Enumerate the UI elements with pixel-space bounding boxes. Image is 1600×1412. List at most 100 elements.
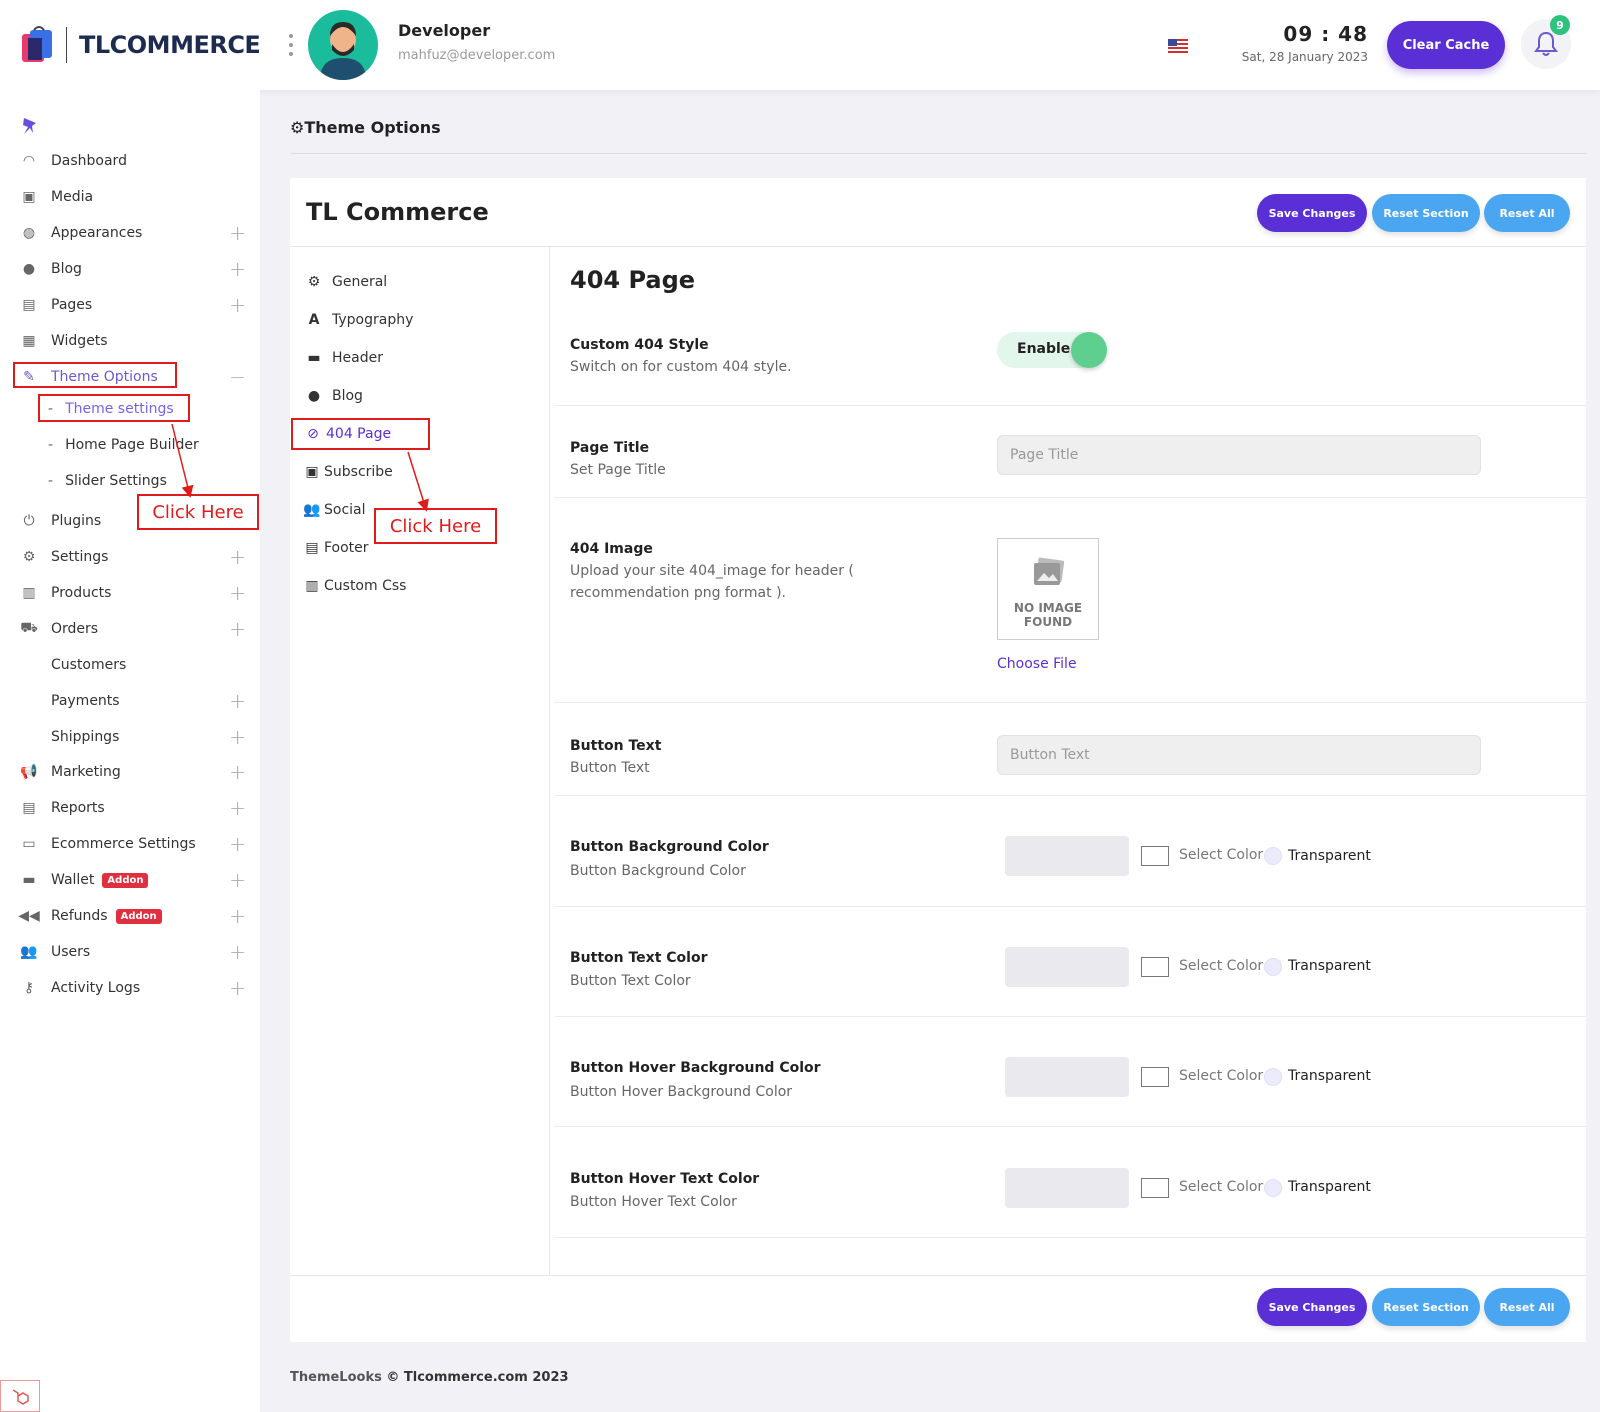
expand-icon[interactable]: + <box>229 545 246 569</box>
expand-icon[interactable]: + <box>229 257 246 281</box>
sidebar-item-customers[interactable]: Customers <box>51 657 127 673</box>
submenu-slider-settings[interactable]: - Slider Settings <box>48 473 167 489</box>
image-preview[interactable]: NO IMAGE FOUND <box>997 538 1099 640</box>
transparent-radio[interactable] <box>1264 847 1282 865</box>
expand-icon[interactable]: + <box>229 617 246 641</box>
reset-all-button-bottom[interactable]: Reset All <box>1484 1288 1570 1326</box>
expand-icon[interactable]: + <box>229 689 246 713</box>
color-swatch[interactable] <box>1005 836 1129 876</box>
color-swatch[interactable] <box>1005 947 1129 987</box>
sidebar-item-users[interactable]: 👥 Users + <box>20 940 246 964</box>
button-hover-text-color-label: Button Hover Text Color <box>570 1171 760 1187</box>
sidebar-item-ecommerce-settings[interactable]: ▭ Ecommerce Settings + <box>20 829 250 859</box>
expand-icon[interactable]: + <box>229 581 246 605</box>
collapse-icon[interactable]: − <box>229 365 246 389</box>
sidebar-item-reports[interactable]: ▤ Reports + <box>20 793 250 823</box>
reset-section-button-bottom[interactable]: Reset Section <box>1372 1288 1480 1326</box>
expand-icon[interactable]: + <box>229 976 246 1000</box>
save-changes-button-bottom[interactable]: Save Changes <box>1257 1288 1367 1326</box>
reset-all-button[interactable]: Reset All <box>1484 194 1570 232</box>
color-picker-box[interactable] <box>1141 957 1169 977</box>
toggle-knob <box>1071 332 1107 368</box>
reports-icon: ▤ <box>22 800 36 816</box>
laravel-logo-icon <box>0 1380 40 1412</box>
color-picker-box[interactable] <box>1141 846 1169 866</box>
transparent-radio[interactable] <box>1264 958 1282 976</box>
tab-typography[interactable]: A Typography <box>306 306 414 334</box>
expand-icon[interactable]: + <box>229 904 246 928</box>
color-swatch[interactable] <box>1005 1057 1129 1097</box>
expand-icon[interactable]: + <box>229 221 246 245</box>
expand-icon[interactable]: + <box>229 725 246 749</box>
tab-404-page[interactable]: ⊘ 404 Page <box>307 426 392 442</box>
sidebar-item-shippings[interactable]: Shippings + <box>51 725 246 749</box>
sidebar-item-orders[interactable]: ⛟ Orders + <box>20 617 246 641</box>
clear-cache-button[interactable]: Clear Cache <box>1387 21 1505 69</box>
transparent-label: Transparent <box>1288 1068 1371 1084</box>
expand-icon[interactable]: + <box>229 796 246 820</box>
tab-custom-css[interactable]: ▥ Custom Css <box>305 578 407 594</box>
button-bg-color-desc: Button Background Color <box>570 863 746 879</box>
tab-footer[interactable]: ▤ Footer <box>305 540 369 556</box>
enable-toggle[interactable]: Enable <box>997 332 1107 368</box>
expand-icon[interactable]: + <box>229 760 246 784</box>
button-text-input[interactable] <box>997 735 1481 775</box>
sidebar-item-widgets[interactable]: ▦ Widgets <box>20 326 250 356</box>
sidebar-item-products[interactable]: ▥ Products + <box>20 578 250 608</box>
toggle-label: Enable <box>1017 341 1071 357</box>
expand-icon[interactable]: + <box>229 832 246 856</box>
footer-brand[interactable]: ThemeLooks <box>290 1370 382 1385</box>
sidebar-item-media[interactable]: ▣ Media <box>20 182 250 212</box>
pin-icon[interactable] <box>22 117 38 141</box>
sidebar-item-appearances[interactable]: ◍ Appearances + <box>20 218 250 248</box>
app-logo[interactable]: TLCOMMERCE <box>20 26 261 64</box>
us-flag-icon[interactable] <box>1168 39 1188 53</box>
tab-blog[interactable]: ● Blog <box>307 388 363 404</box>
sidebar-item-theme-options[interactable]: ✎ Theme Options − <box>20 362 250 392</box>
expand-icon[interactable]: + <box>229 868 246 892</box>
sidebar-item-activity-logs[interactable]: ⚷ Activity Logs + <box>20 973 250 1003</box>
tab-subscribe[interactable]: ▣ Subscribe <box>305 464 393 480</box>
color-picker-box[interactable] <box>1141 1178 1169 1198</box>
sidebar-item-wallet[interactable]: ▬ Wallet Addon + <box>20 865 250 895</box>
sidebar-item-pages[interactable]: ▤ Pages + <box>20 290 250 320</box>
blog-icon: ● <box>22 261 36 277</box>
choose-file-link[interactable]: Choose File <box>997 656 1077 672</box>
expand-icon[interactable]: + <box>229 293 246 317</box>
annotation-box-theme-settings <box>38 394 190 422</box>
avatar[interactable] <box>308 10 378 80</box>
sidebar-item-settings[interactable]: ⚙ Settings + <box>20 542 250 572</box>
users-icon: 👥 <box>303 502 321 518</box>
sidebar-item-payments[interactable]: Payments + <box>51 689 246 713</box>
tab-header[interactable]: ▬ Header <box>307 350 383 366</box>
widgets-icon: ▦ <box>22 333 36 349</box>
select-color-label: Select Color <box>1179 958 1264 974</box>
transparent-radio[interactable] <box>1264 1068 1282 1086</box>
expand-icon[interactable]: + <box>229 940 246 964</box>
blog-icon: ● <box>307 388 321 404</box>
save-changes-button[interactable]: Save Changes <box>1257 194 1367 232</box>
sidebar-item-marketing[interactable]: 📢 Marketing + <box>20 760 246 784</box>
sidebar <box>0 90 260 1412</box>
more-menu-icon[interactable] <box>289 34 293 56</box>
logo-text: TLCOMMERCE <box>79 31 261 59</box>
transparent-radio[interactable] <box>1264 1179 1282 1197</box>
sidebar-item-refunds[interactable]: ◀◀ Refunds Addon + <box>18 904 246 928</box>
tab-social[interactable]: 👥 Social <box>303 502 366 518</box>
submenu-home-page-builder[interactable]: - Home Page Builder <box>48 437 199 453</box>
sidebar-item-blog[interactable]: ● Blog + <box>20 254 250 284</box>
sidebar-item-plugins[interactable]: ⏻ Plugins <box>20 506 250 536</box>
submenu-theme-settings[interactable]: - Theme settings <box>48 401 174 417</box>
key-icon: ⚷ <box>23 980 35 996</box>
tab-general[interactable]: ⚙ General <box>307 274 388 290</box>
button-text-desc: Button Text <box>570 760 650 776</box>
color-picker-box[interactable] <box>1141 1067 1169 1087</box>
sidebar-item-dashboard[interactable]: ◠ Dashboard <box>20 146 250 176</box>
paint-brush-icon: ✎ <box>23 369 35 385</box>
color-swatch[interactable] <box>1005 1168 1129 1208</box>
page-footer: ThemeLooks © Tlcommerce.com 2023 <box>290 1370 569 1385</box>
gears-icon: ⚙ <box>307 274 321 290</box>
page-title-input[interactable] <box>997 435 1481 475</box>
reset-section-button[interactable]: Reset Section <box>1372 194 1480 232</box>
subscribe-icon: ▣ <box>305 464 319 480</box>
